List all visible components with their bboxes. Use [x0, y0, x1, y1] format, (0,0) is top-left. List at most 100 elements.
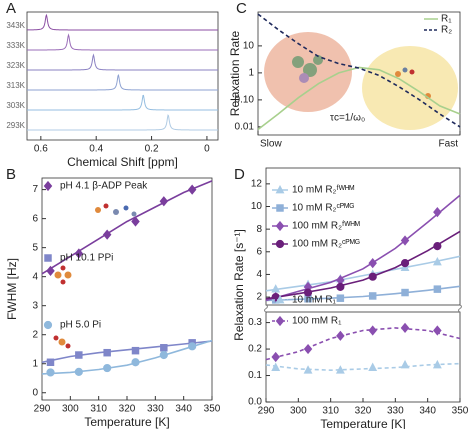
legend-marker [275, 239, 285, 249]
fit-line [265, 362, 461, 372]
data-point [368, 292, 377, 300]
y-tick-label: 12 [251, 178, 263, 189]
fast-tumbling-region [362, 46, 458, 130]
y-tick-label: 0.3 [248, 317, 262, 328]
y-tick-label: 3 [32, 300, 38, 311]
y-tick-label: 1 [32, 358, 38, 369]
y-tick-label: 10 [243, 41, 255, 52]
y-tick-label: 0.0 [248, 397, 262, 408]
x-tick-label: 340 [419, 406, 436, 417]
x-tick-label: 290 [34, 404, 51, 415]
axes-frame [26, 11, 219, 141]
y-tick-label: 6 [256, 246, 262, 257]
legend-label: 100 mM R₂ᶜᴾᴹᴳ [292, 239, 360, 250]
legend-marker [44, 254, 52, 262]
protein-icon [292, 55, 323, 83]
x-tick-label: 350 [204, 404, 221, 415]
adp-icon [95, 203, 137, 217]
data-point [303, 343, 313, 355]
data-point [433, 207, 442, 218]
x-axis-label: Chemical Shift [ppm] [67, 155, 178, 169]
data-point [102, 229, 112, 240]
data-point [303, 365, 313, 374]
data-point [368, 258, 377, 269]
legend-label: R₂ [441, 25, 452, 36]
spectrum-label: 293K [6, 121, 25, 130]
panel-label: B [6, 166, 16, 183]
data-point [271, 351, 280, 363]
data-point [131, 346, 140, 355]
x-tick-label: 320 [119, 404, 136, 415]
data-point [336, 294, 345, 302]
data-point [103, 363, 112, 373]
legend-marker [276, 204, 284, 212]
y-tick-label: 4 [32, 271, 38, 282]
legend-marker [275, 315, 285, 327]
x-tick-label: 290 [258, 406, 275, 417]
legend-marker [43, 320, 53, 330]
data-point [433, 285, 442, 293]
data-point [433, 242, 442, 251]
spectrum [27, 33, 218, 51]
x-tick-label: 350 [452, 406, 469, 417]
axis-break [458, 304, 462, 313]
y-axis-label: Relaxation Rate [s⁻¹] [232, 229, 246, 341]
data-point [46, 358, 55, 367]
y-tick-label: 0.01 [235, 122, 255, 133]
data-point [336, 330, 345, 341]
spectrum [27, 73, 218, 91]
legend-label: 100 mM R₁ [292, 316, 342, 327]
data-point [400, 359, 410, 369]
x-tick-label: 330 [387, 406, 404, 417]
y-tick-label: 0.1 [248, 370, 262, 381]
axes-frame [257, 11, 461, 136]
data-point [46, 265, 55, 276]
y-tick-label: 0 [32, 387, 38, 398]
y-tick-label: 2 [256, 292, 262, 303]
data-point [160, 344, 168, 352]
data-point [401, 288, 409, 297]
legend-marker [43, 180, 53, 192]
data-point [159, 350, 168, 360]
data-point [131, 358, 140, 367]
data-point [400, 322, 410, 333]
data-point [103, 348, 111, 357]
data-point [400, 259, 410, 268]
y-tick-label: 1 [248, 68, 254, 79]
y-tick-label: 0.10 [235, 95, 255, 106]
legend-marker [275, 184, 285, 194]
data-point [187, 184, 197, 195]
x-tick-label: 300 [290, 406, 307, 417]
legend-label: pH 4.1 β-ADP Peak [60, 181, 148, 192]
axis-break [264, 304, 268, 313]
x-tick-label: 0.6 [34, 144, 48, 155]
y-tick-label: 2 [32, 329, 38, 340]
x-tick-label: Fast [439, 139, 459, 150]
legend-label: 10 mM R₁ [292, 295, 337, 306]
fit-line [265, 255, 461, 292]
pi-icon [53, 335, 71, 349]
data-point [74, 248, 84, 259]
spectrum [27, 114, 218, 131]
data-point [335, 365, 345, 374]
x-tick-label: 300 [62, 404, 79, 415]
x-tick-label: Slow [260, 139, 282, 150]
legend-label: 10 mM R₂ᶜᴾᴹᴳ [292, 203, 354, 214]
panel-label: C [236, 0, 247, 17]
y-tick-label: 0.2 [248, 344, 262, 355]
y-axis-label: Relaxation Rate [228, 30, 242, 116]
x-tick-label: 330 [147, 404, 164, 415]
data-point [131, 216, 140, 227]
x-tick-label: 0.2 [145, 144, 159, 155]
legend-marker [275, 294, 285, 304]
annotation: τc=1/ω₀ [330, 113, 365, 124]
ppi-icon [54, 265, 72, 285]
x-tick-label: 320 [355, 406, 372, 417]
y-tick-label: 6 [32, 213, 38, 224]
legend-label: 10 mM R₂ᶠᵂᴴᴹ [292, 185, 354, 196]
x-axis-label: Temperature [K] [84, 415, 169, 429]
y-tick-label: 4 [256, 269, 262, 280]
spectrum [27, 94, 218, 111]
fit-line [41, 180, 213, 275]
